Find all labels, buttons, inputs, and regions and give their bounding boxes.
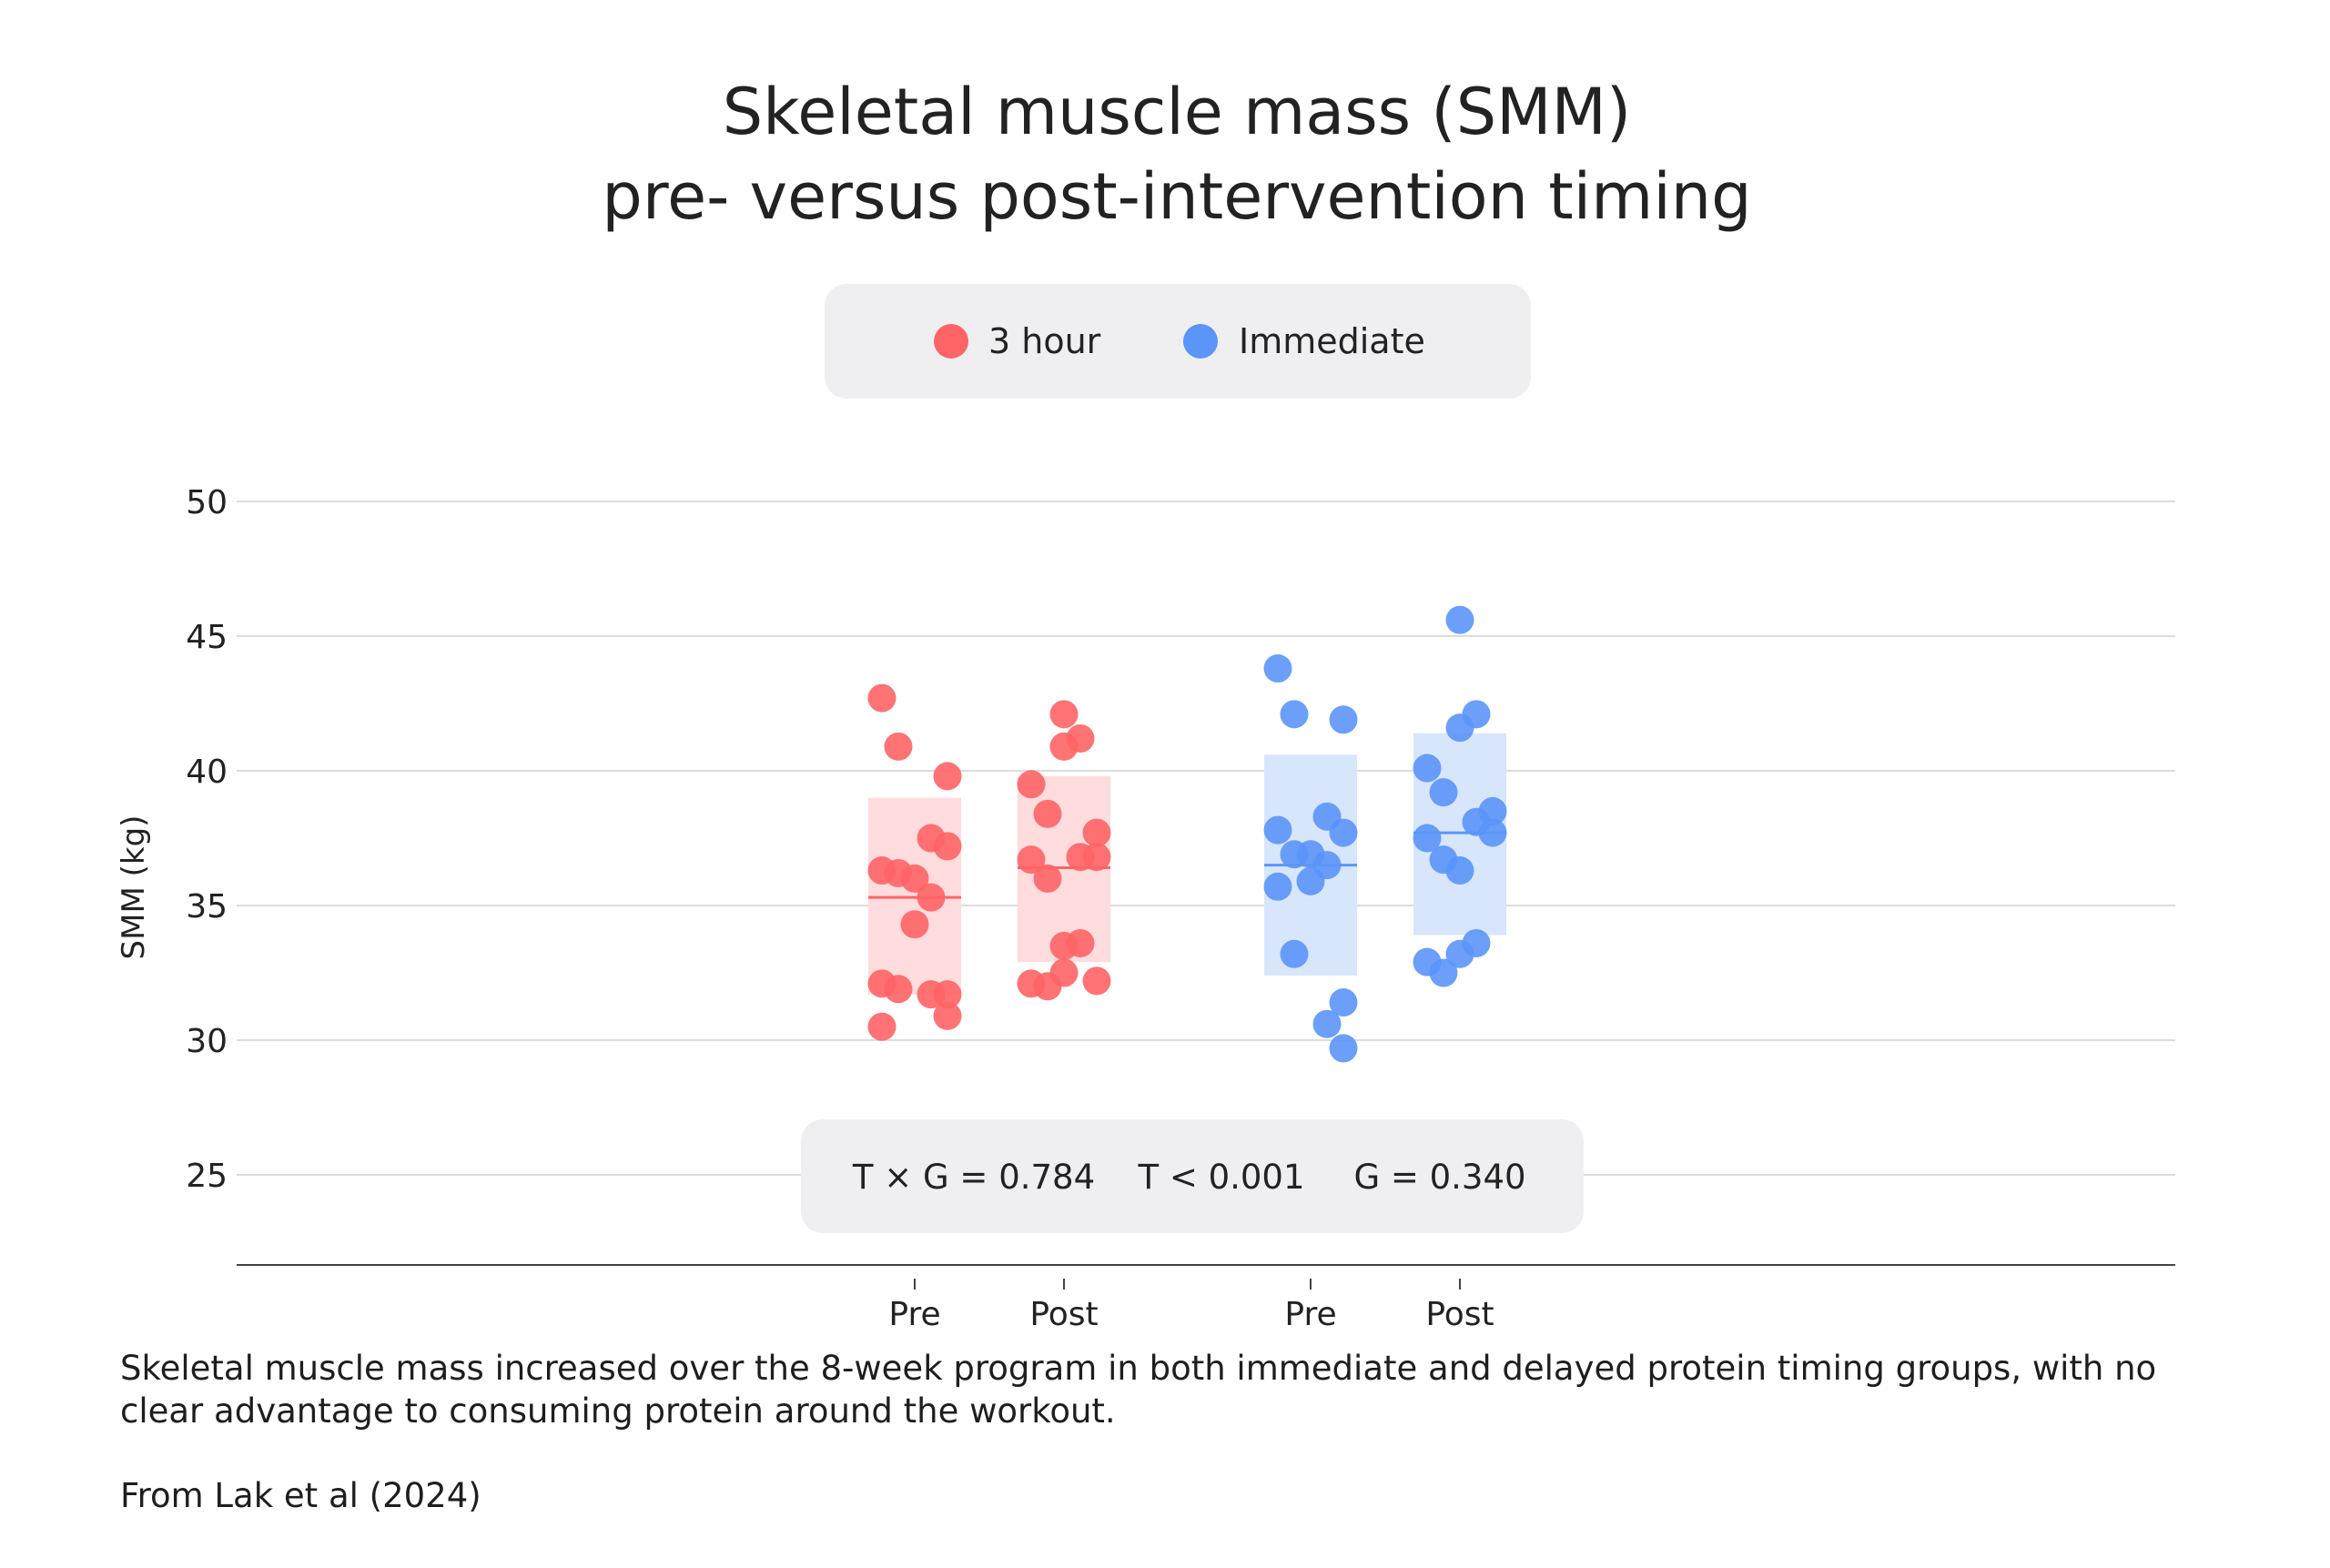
- x-tick-label: Post: [1425, 1296, 1494, 1333]
- data-point: [1082, 818, 1111, 847]
- data-point: [1049, 700, 1079, 729]
- data-point: [1033, 864, 1062, 893]
- legend: 3 hour Immediate: [825, 284, 1531, 399]
- data-point: [1413, 824, 1442, 853]
- stat-interaction: T × G = 0.784: [852, 1158, 1095, 1197]
- data-point: [1263, 815, 1292, 845]
- data-point: [1296, 866, 1325, 895]
- data-point: [1329, 988, 1358, 1017]
- data-point: [1312, 1009, 1342, 1038]
- legend-background: [825, 284, 1531, 399]
- source-citation: From Lak et al (2024): [120, 1476, 481, 1515]
- x-tick-labels: Pre Post Pre Post: [888, 1279, 1494, 1333]
- data-point: [1263, 872, 1292, 901]
- data-point: [1429, 958, 1458, 987]
- data-point: [1049, 732, 1079, 761]
- data-point: [1445, 713, 1474, 743]
- data-point: [1280, 939, 1309, 968]
- stat-time: T < 0.001: [1137, 1158, 1304, 1197]
- chart-title-line-2: pre- versus post-intervention timing: [602, 159, 1751, 234]
- y-tick-label: 45: [186, 619, 228, 656]
- stat-group: G = 0.340: [1353, 1158, 1525, 1197]
- data-point: [1329, 818, 1358, 847]
- y-tick-label: 35: [186, 888, 228, 926]
- data-point: [900, 910, 929, 939]
- data-point: [1329, 1034, 1358, 1063]
- y-tick-label: 30: [186, 1023, 228, 1060]
- data-points: [867, 605, 1507, 1063]
- x-tick-label: Post: [1029, 1296, 1098, 1333]
- y-tick-label: 40: [186, 754, 228, 791]
- legend-marker-3-hour: [934, 324, 968, 359]
- data-point: [1445, 939, 1474, 968]
- x-tick-label: Pre: [1284, 1296, 1336, 1333]
- legend-label-3-hour: 3 hour: [988, 321, 1101, 361]
- data-point: [1445, 605, 1474, 634]
- data-point: [884, 732, 913, 761]
- data-point: [867, 1012, 897, 1041]
- data-point: [1329, 705, 1358, 734]
- data-point: [1280, 700, 1309, 729]
- data-point: [1082, 843, 1111, 872]
- legend-marker-immediate: [1183, 324, 1218, 359]
- data-point: [933, 832, 962, 861]
- stats-background: [801, 1119, 1584, 1233]
- y-tick-label: 25: [186, 1158, 228, 1195]
- stats-box: T × G = 0.784 T < 0.001 G = 0.340: [801, 1119, 1584, 1233]
- data-point: [1033, 972, 1062, 1001]
- data-point: [1017, 770, 1046, 799]
- data-point: [933, 1001, 962, 1030]
- y-axis-label: SMM (kg): [116, 815, 152, 960]
- data-point: [1413, 754, 1442, 783]
- caption: Skeletal muscle mass increased over the …: [120, 1349, 2157, 1431]
- data-point: [1066, 928, 1095, 957]
- y-tick-label: 50: [186, 484, 228, 521]
- grid: [237, 501, 2175, 1176]
- data-point: [900, 864, 929, 893]
- data-point: [1429, 778, 1458, 807]
- legend-label-immediate: Immediate: [1239, 321, 1425, 361]
- data-point: [933, 762, 962, 791]
- data-point: [1082, 966, 1111, 996]
- data-point: [1263, 654, 1292, 683]
- data-point: [1445, 856, 1474, 885]
- chart-title-line-1: Skeletal muscle mass (SMM): [723, 75, 1632, 149]
- data-point: [884, 975, 913, 1004]
- data-point: [917, 980, 946, 1009]
- data-point: [1033, 799, 1062, 828]
- x-tick-label: Pre: [888, 1296, 940, 1333]
- y-tick-labels: 25 30 35 40 45 50: [186, 484, 228, 1195]
- data-point: [867, 683, 897, 713]
- bands: [868, 733, 1506, 995]
